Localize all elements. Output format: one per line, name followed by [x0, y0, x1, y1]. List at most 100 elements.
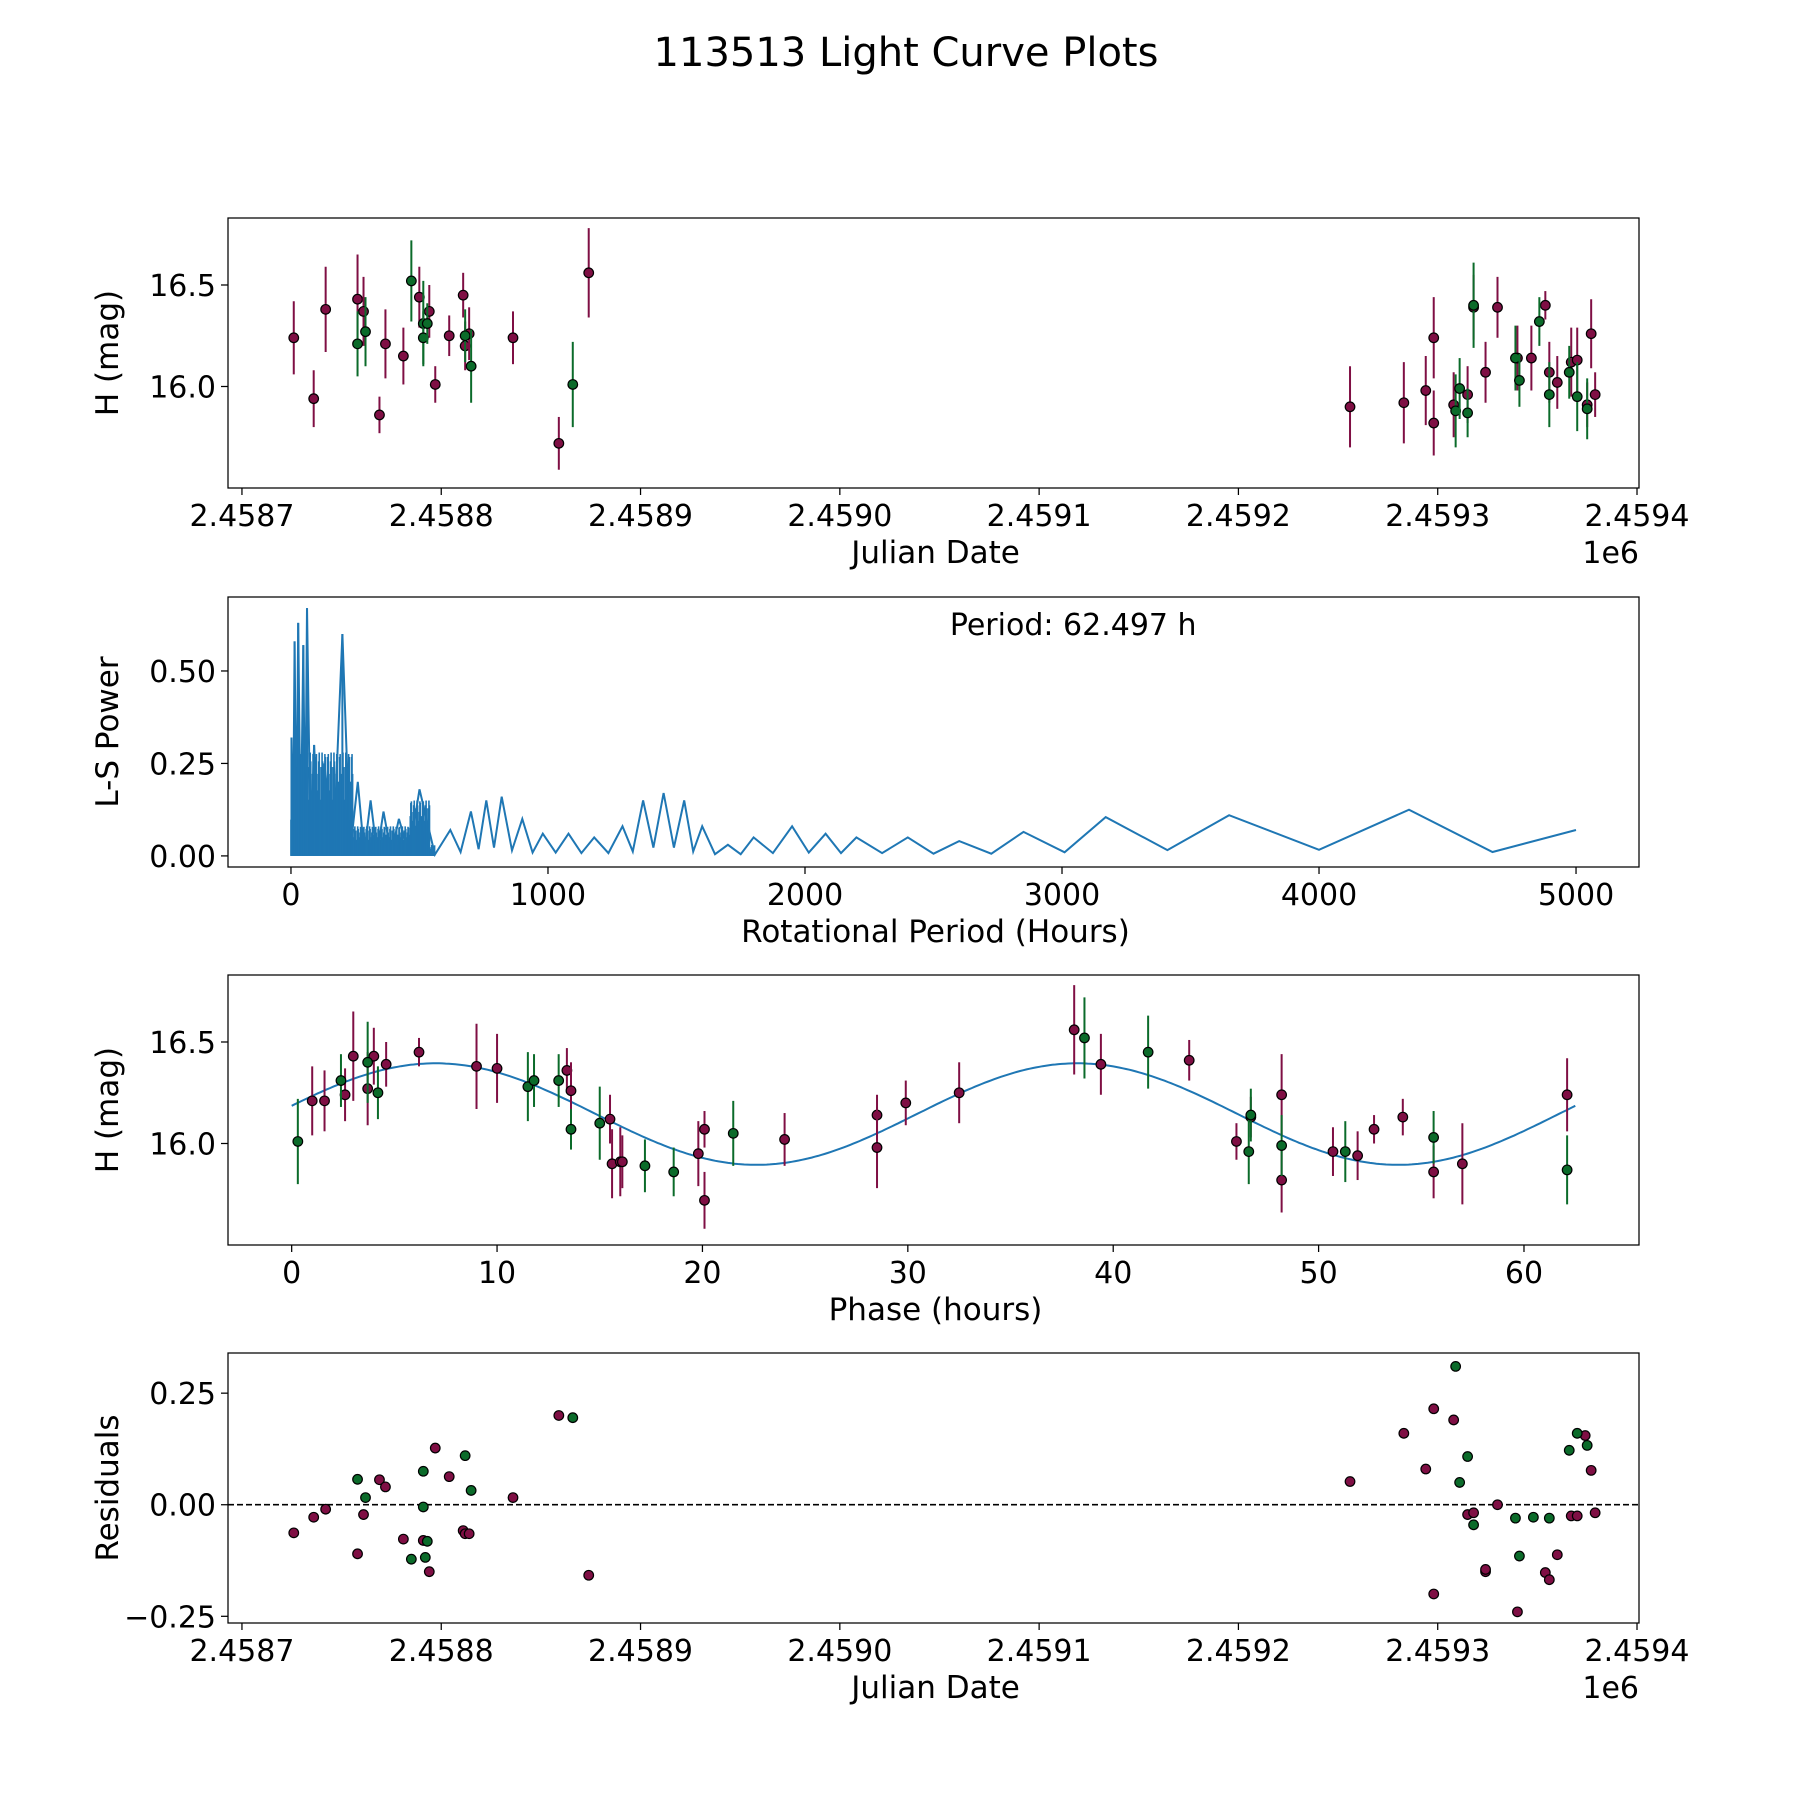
data-point	[372, 1087, 384, 1099]
data-point	[1142, 1046, 1154, 1058]
data-point	[507, 1492, 519, 1503]
x-tick-label: 2.4591	[987, 1634, 1092, 1669]
data-point	[953, 1087, 965, 1099]
subplots: 2.4587 2.4588 2.4589 2.4590 2.4591 2.4592 2.45…	[90, 217, 1690, 1706]
axes-frame	[227, 1352, 1640, 1624]
data-point	[465, 1485, 477, 1496]
data-point	[1468, 1519, 1479, 1531]
data-point	[779, 1134, 790, 1145]
data-point	[358, 305, 369, 317]
x-tick-label: 2.4587	[189, 499, 294, 534]
axes-periodogram: 0 1000 2000 3000 4000 5000 0.00 0.25 0.50 Rotatio…	[90, 596, 1640, 950]
data-point	[567, 1412, 579, 1424]
data-point	[1581, 403, 1593, 415]
x-tick-label: 2.4594	[1585, 499, 1690, 534]
x-axis-label: Rotational Period (Hours)	[741, 914, 1130, 950]
data-point	[1571, 391, 1583, 403]
y-tick-label: 0.25	[149, 747, 216, 782]
data-point	[1428, 417, 1440, 429]
data-point	[553, 1410, 565, 1421]
plot-area-lightcurve	[288, 228, 1601, 470]
data-point	[1543, 389, 1555, 401]
y-tick-label: 0.25	[149, 1377, 216, 1412]
axes-lightcurve: 2.4587 2.4588 2.4589 2.4590 2.4591 2.4592 2.45…	[90, 217, 1690, 571]
x-tick-label: 1000	[510, 878, 586, 913]
data-point	[583, 1569, 595, 1581]
data-point	[429, 1442, 441, 1454]
data-point	[380, 1481, 391, 1493]
y-tick-label: 0.00	[149, 1489, 216, 1524]
data-point	[1327, 1146, 1339, 1158]
data-point	[405, 1553, 417, 1565]
data-point	[374, 409, 385, 421]
figure-title: 113513 Light Curve Plots	[654, 30, 1159, 76]
y-tick-label: 0.50	[149, 655, 216, 690]
data-point	[1468, 299, 1479, 311]
data-point	[1095, 1058, 1107, 1070]
y-tick-label: 16.5	[149, 1026, 216, 1061]
data-point	[491, 1062, 503, 1074]
data-point	[463, 1528, 475, 1540]
x-tick-label: 2.4587	[189, 1634, 294, 1669]
data-point	[374, 1474, 385, 1486]
x-tick-label: 2.4593	[1385, 1634, 1490, 1669]
data-point	[699, 1123, 710, 1135]
data-point	[443, 330, 455, 342]
data-point	[457, 289, 469, 301]
data-point	[1585, 328, 1597, 340]
x-tick-label: 2000	[767, 878, 843, 913]
data-point	[335, 1075, 347, 1086]
axes-frame	[227, 217, 1640, 489]
data-point	[507, 332, 519, 344]
data-point	[1428, 332, 1440, 344]
data-point	[1589, 389, 1601, 401]
y-tick-label: 16.5	[149, 269, 216, 304]
x-tick-label: 4000	[1281, 878, 1357, 913]
data-point	[362, 1056, 374, 1068]
data-point	[699, 1194, 710, 1206]
y-tick-label: 16.0	[149, 1127, 216, 1162]
data-point	[308, 1511, 320, 1523]
data-point	[1454, 1477, 1466, 1488]
x-offset-label: 1e6	[1582, 1671, 1639, 1706]
data-point	[1492, 301, 1503, 313]
y-axis-label: L-S Power	[90, 656, 126, 807]
data-point	[1514, 1550, 1525, 1562]
data-point	[616, 1156, 628, 1168]
data-point	[423, 305, 435, 317]
data-point	[668, 1166, 680, 1178]
data-point	[1368, 1123, 1380, 1135]
data-point	[360, 326, 371, 338]
data-point	[380, 1058, 392, 1070]
data-point	[1563, 1444, 1575, 1456]
y-tick-label: 0.00	[149, 840, 216, 875]
x-tick-label: 2.4590	[787, 499, 892, 534]
plot-area-periodogram	[290, 608, 1577, 858]
data-point	[1428, 1588, 1440, 1600]
data-point	[1539, 299, 1551, 311]
data-point	[397, 1533, 409, 1545]
data-point	[528, 1075, 540, 1086]
x-tick-label: 2.4589	[588, 1634, 693, 1669]
data-point	[1543, 1512, 1555, 1524]
data-point	[1510, 1512, 1521, 1524]
x-offset-label: 1e6	[1582, 536, 1639, 571]
data-point	[1512, 1606, 1523, 1618]
data-point	[1243, 1146, 1255, 1158]
data-point	[1533, 316, 1545, 327]
data-point	[1352, 1150, 1364, 1162]
data-point	[1398, 1427, 1410, 1439]
x-tick-label: 0	[282, 1256, 301, 1291]
series-green	[352, 240, 1593, 448]
axes-residuals: 2.4587 2.4588 2.4589 2.4590 2.4591 2.4592 2.45…	[90, 1352, 1689, 1706]
x-tick-label: 50	[1300, 1256, 1338, 1291]
data-point	[604, 1113, 616, 1125]
data-point	[1420, 1463, 1432, 1475]
data-point	[1397, 1111, 1409, 1123]
data-point	[429, 379, 441, 390]
series-green	[352, 1360, 1593, 1565]
data-point	[459, 1450, 471, 1462]
data-point	[1480, 1564, 1491, 1575]
